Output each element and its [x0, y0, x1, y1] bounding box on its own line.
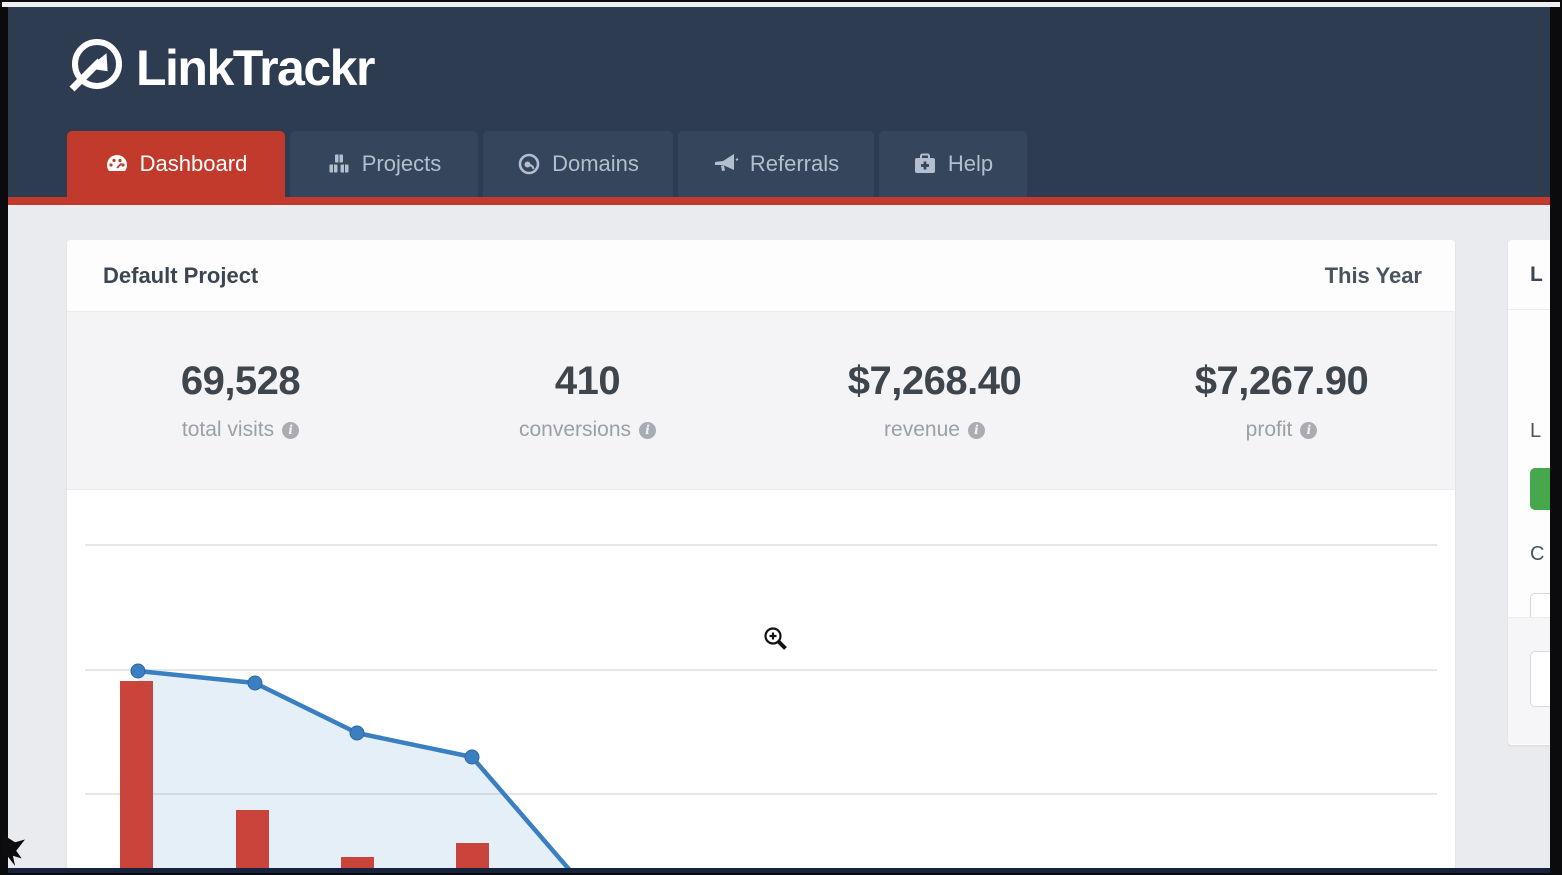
globe-disc-icon	[517, 152, 541, 176]
traffic-chart	[85, 544, 1437, 868]
tab-label: Projects	[361, 151, 442, 176]
tab-label: Help	[947, 151, 994, 176]
project-summary-card: Default Project This Year 69,528 total v…	[67, 240, 1455, 868]
traffic-chart-area	[67, 490, 1455, 868]
tab-label: Domains	[552, 151, 639, 176]
stat-total-visits: 69,528 total visits i	[67, 312, 414, 489]
side-panel-body: L C	[1508, 310, 1550, 639]
stat-value: $7,267.90	[1194, 359, 1369, 403]
dashboard-gauge-icon	[105, 152, 129, 176]
stats-row: 69,528 total visits i 410 conversions i …	[67, 312, 1455, 490]
stat-revenue: $7,268.40 revenue i	[761, 312, 1108, 489]
stat-value: $7,268.40	[847, 359, 1022, 403]
stat-label: profit	[1245, 418, 1293, 441]
zoom-in-cursor-icon	[762, 625, 792, 660]
tab-help[interactable]: Help	[879, 131, 1027, 197]
tab-label: Dashboard	[139, 151, 248, 176]
tab-projects[interactable]: Projects	[290, 131, 478, 197]
header-accent-rule	[8, 197, 1550, 205]
project-card-header: Default Project This Year	[67, 240, 1455, 312]
side-panel-card: L L C	[1508, 240, 1550, 745]
stat-value: 410	[554, 359, 621, 403]
app-header: LinkTrackr Dashboard	[8, 7, 1550, 197]
info-circle-icon[interactable]: i	[1300, 421, 1318, 439]
stat-profit: $7,267.90 profit i	[1108, 312, 1455, 489]
stat-label: conversions	[518, 418, 632, 441]
brand-logo[interactable]: LinkTrackr	[62, 31, 375, 105]
side-panel-green-button[interactable]	[1530, 468, 1550, 510]
side-panel-footer-input[interactable]	[1530, 651, 1550, 707]
tab-dashboard[interactable]: Dashboard	[67, 131, 285, 197]
window-top-strip	[2, 2, 1560, 7]
info-circle-icon[interactable]: i	[967, 421, 985, 439]
circle-arrow-link-icon	[62, 33, 128, 104]
project-title: Default Project	[103, 262, 259, 288]
side-panel-title: L	[1508, 240, 1550, 310]
period-selector[interactable]: This Year	[1324, 262, 1422, 288]
side-panel-label: L	[1530, 420, 1542, 442]
megaphone-icon	[713, 152, 739, 176]
main-nav: Dashboard Projects	[67, 131, 1027, 197]
info-circle-icon[interactable]: i	[282, 421, 300, 439]
tab-referrals[interactable]: Referrals	[678, 131, 874, 197]
stat-value: 69,528	[180, 359, 301, 403]
bottom-dark-strip	[8, 868, 1550, 873]
cubes-icon	[327, 152, 351, 176]
tab-label: Referrals	[749, 151, 840, 176]
stat-label: total visits	[181, 418, 275, 441]
stat-conversions: 410 conversions i	[414, 312, 761, 489]
info-circle-icon[interactable]: i	[639, 421, 657, 439]
brand-name: LinkTrackr	[136, 40, 375, 96]
app-viewport: LinkTrackr Dashboard	[8, 7, 1550, 868]
medkit-icon	[913, 152, 937, 176]
stat-label: revenue	[884, 418, 960, 441]
side-panel-footer	[1508, 617, 1550, 744]
tab-domains[interactable]: Domains	[483, 131, 673, 197]
side-panel-label-2: C	[1530, 543, 1545, 565]
